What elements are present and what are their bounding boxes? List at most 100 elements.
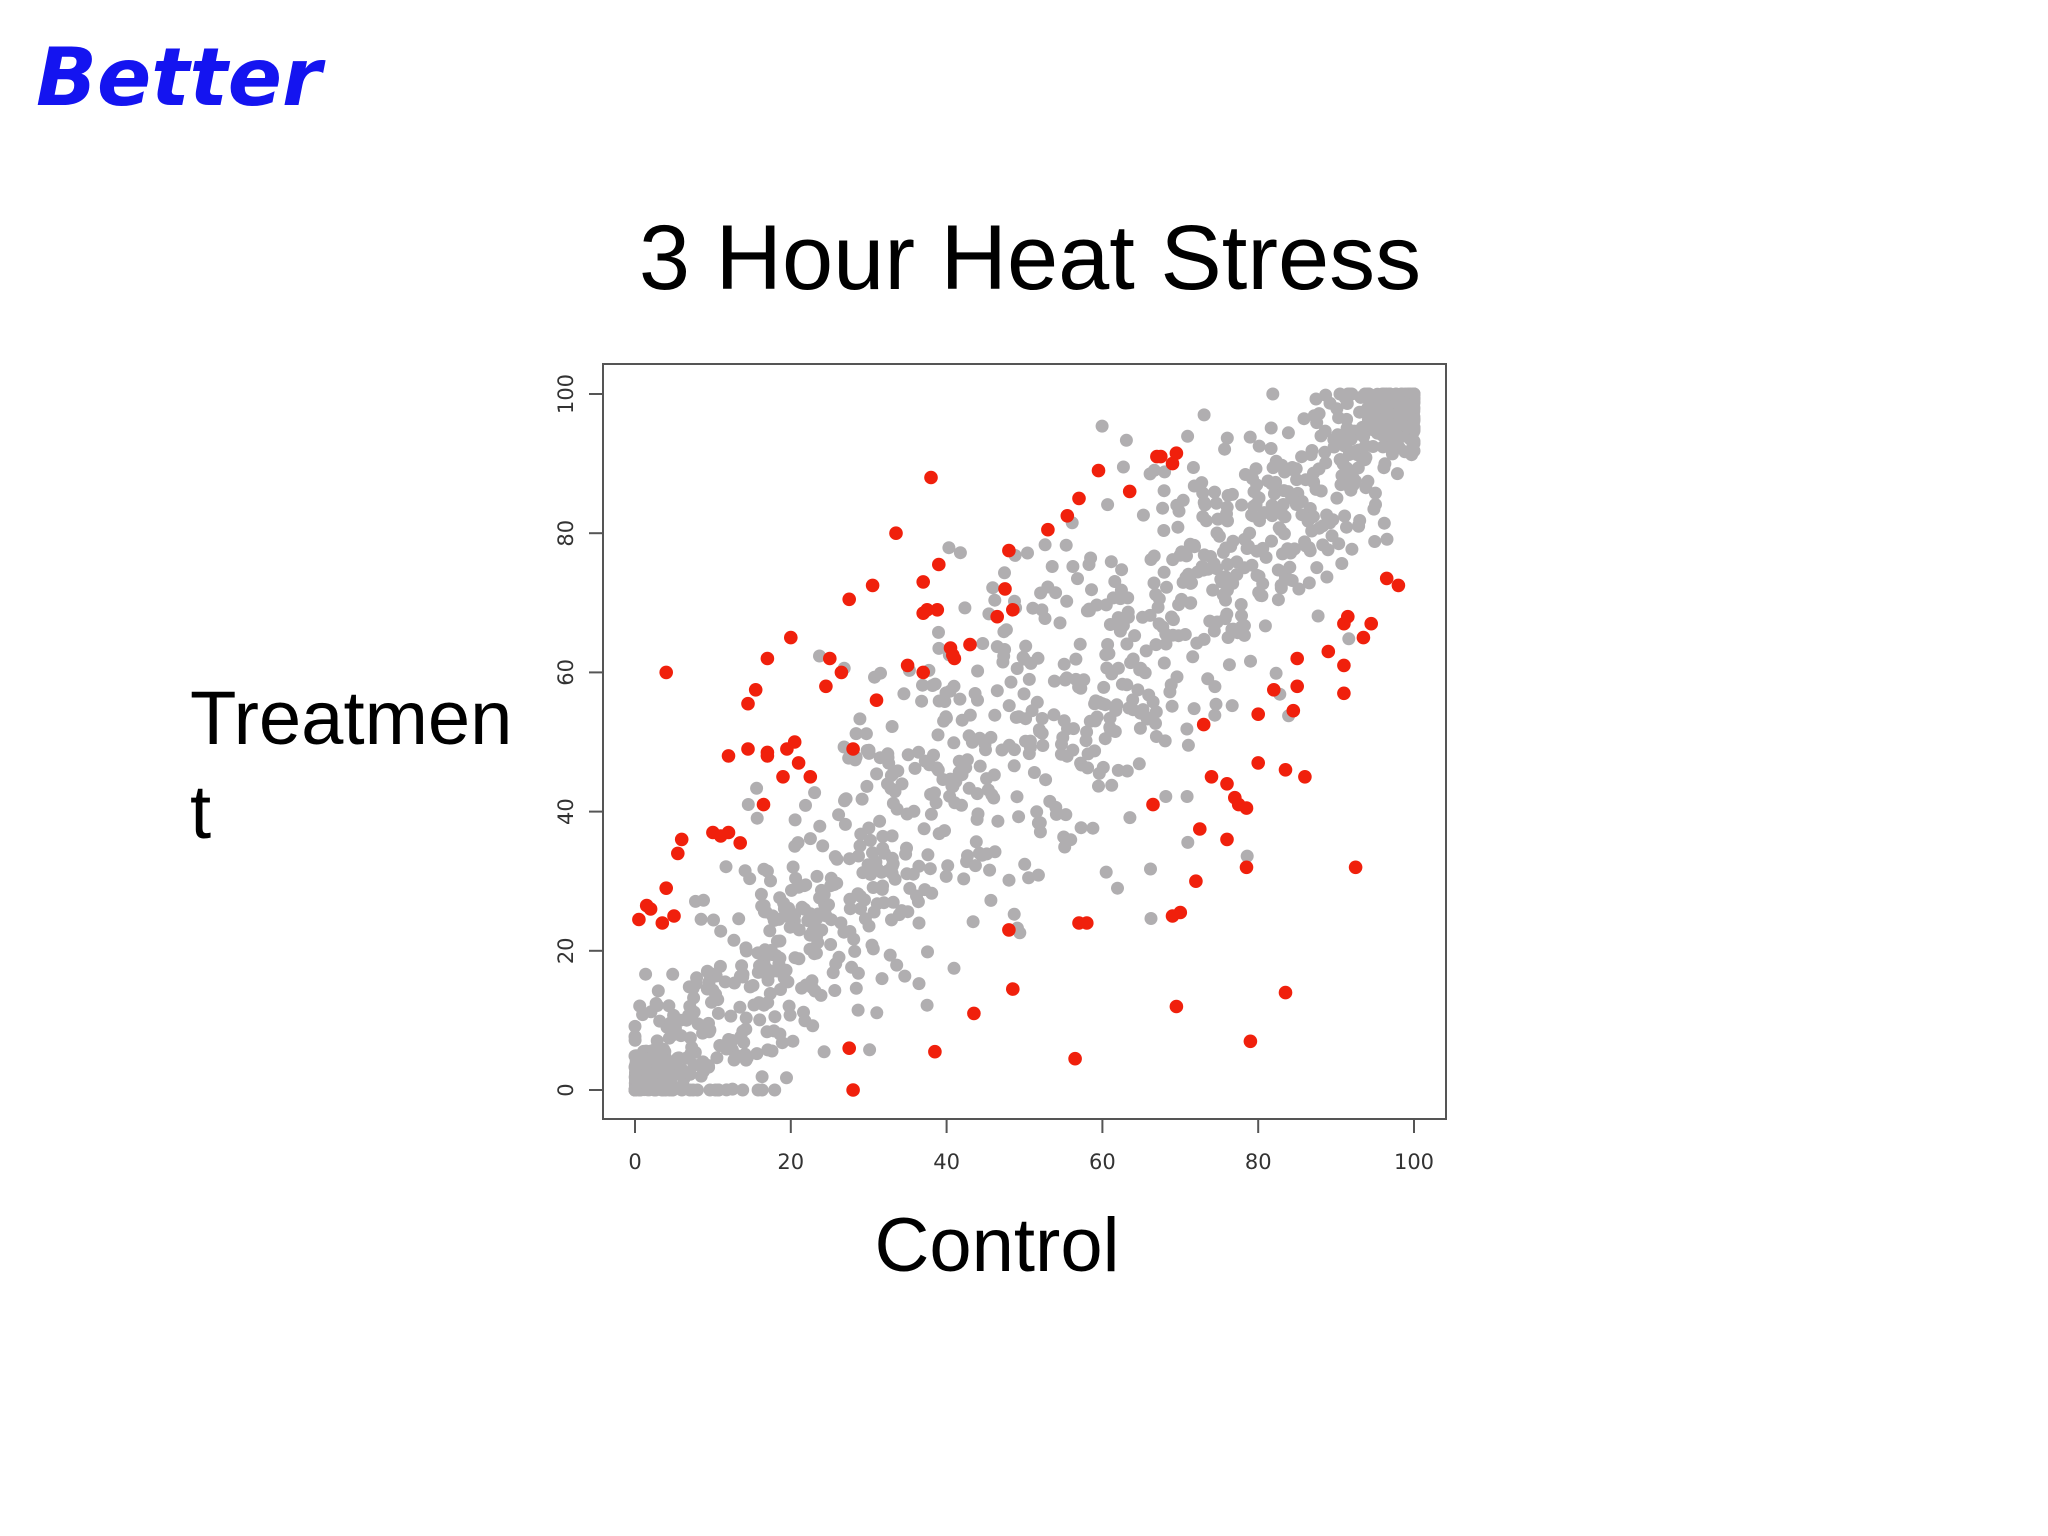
background-point	[666, 967, 680, 981]
significant-point	[842, 592, 856, 607]
significant-point	[721, 825, 736, 840]
background-point	[1345, 387, 1359, 401]
significant-point	[748, 683, 763, 697]
background-point	[916, 678, 929, 692]
background-point	[1288, 542, 1301, 556]
background-point	[713, 1039, 727, 1052]
background-point	[1021, 546, 1034, 560]
background-point	[1368, 535, 1382, 548]
highlight-points-group	[632, 446, 1406, 1097]
background-point	[710, 1051, 724, 1065]
background-point	[988, 593, 1002, 607]
background-point	[782, 999, 796, 1013]
background-point	[1341, 478, 1355, 492]
background-point	[928, 677, 942, 691]
background-point	[1009, 710, 1023, 724]
background-point	[1297, 412, 1311, 426]
background-point	[1132, 757, 1146, 771]
background-point	[912, 745, 926, 759]
background-point	[1122, 701, 1136, 715]
significant-point	[1321, 644, 1336, 659]
background-point	[736, 970, 750, 984]
background-point	[1097, 680, 1111, 694]
background-point	[1221, 514, 1234, 528]
background-point	[773, 891, 787, 905]
background-point	[1196, 510, 1210, 524]
background-point	[1310, 561, 1324, 575]
background-point	[1197, 408, 1211, 422]
background-point	[1080, 725, 1094, 739]
background-point	[653, 1014, 667, 1028]
y-tick-label: 40	[554, 798, 578, 825]
significant-point	[990, 609, 1004, 624]
background-point	[750, 811, 764, 825]
background-point	[743, 872, 757, 886]
background-point	[883, 948, 897, 962]
background-point	[855, 792, 869, 806]
background-point	[1080, 604, 1094, 618]
background-point	[1377, 516, 1391, 530]
background-point	[1017, 687, 1031, 701]
significant-point	[659, 665, 673, 680]
background-point	[1045, 560, 1059, 573]
background-point	[941, 859, 955, 873]
background-point	[955, 768, 969, 782]
background-point	[1072, 680, 1086, 694]
significant-point	[1169, 446, 1184, 461]
background-point	[826, 966, 840, 980]
significant-point	[659, 881, 673, 895]
background-point	[1183, 537, 1197, 551]
background-point	[753, 1013, 767, 1027]
background-point	[1178, 628, 1192, 641]
significant-point	[998, 582, 1012, 596]
background-point	[1359, 481, 1373, 495]
background-point	[714, 924, 728, 938]
background-point	[1249, 498, 1263, 512]
significant-point	[1278, 763, 1293, 777]
background-point	[1231, 626, 1245, 640]
background-point	[1166, 613, 1180, 627]
background-point	[997, 649, 1011, 663]
background-point	[804, 910, 818, 924]
background-point	[732, 912, 746, 926]
background-point	[1389, 390, 1403, 404]
significant-point	[819, 679, 833, 694]
background-point	[739, 944, 753, 958]
background-point	[847, 932, 861, 946]
background-point	[1157, 484, 1171, 498]
background-point	[1226, 576, 1240, 590]
background-point	[966, 915, 980, 929]
significant-point	[741, 742, 755, 756]
background-point	[970, 787, 984, 801]
background-point	[1047, 708, 1061, 722]
background-point	[888, 872, 902, 886]
background-point	[980, 772, 994, 786]
background-point	[1149, 730, 1163, 743]
y-axis-title: Treatmen t	[190, 672, 535, 860]
background-point	[1252, 586, 1266, 599]
significant-point	[1169, 999, 1184, 1014]
background-point	[1247, 485, 1261, 499]
background-point	[862, 743, 876, 757]
significant-point	[1239, 860, 1254, 875]
background-point	[912, 859, 926, 873]
significant-point	[1068, 1051, 1082, 1066]
background-point	[925, 886, 939, 900]
background-point	[875, 972, 889, 986]
y-tick-label: 20	[554, 937, 578, 964]
background-point	[1170, 670, 1184, 684]
background-point	[1203, 614, 1217, 628]
background-point	[1278, 573, 1292, 587]
background-point	[700, 964, 714, 978]
background-point	[651, 984, 665, 998]
background-point	[1002, 699, 1016, 713]
background-point	[958, 601, 972, 615]
background-point	[931, 728, 945, 742]
background-point	[1245, 508, 1259, 522]
significant-point	[1189, 874, 1203, 888]
background-point	[1186, 650, 1200, 664]
significant-point	[1006, 603, 1020, 617]
background-point	[952, 754, 966, 768]
background-point	[788, 813, 802, 827]
significant-point	[1146, 797, 1160, 812]
